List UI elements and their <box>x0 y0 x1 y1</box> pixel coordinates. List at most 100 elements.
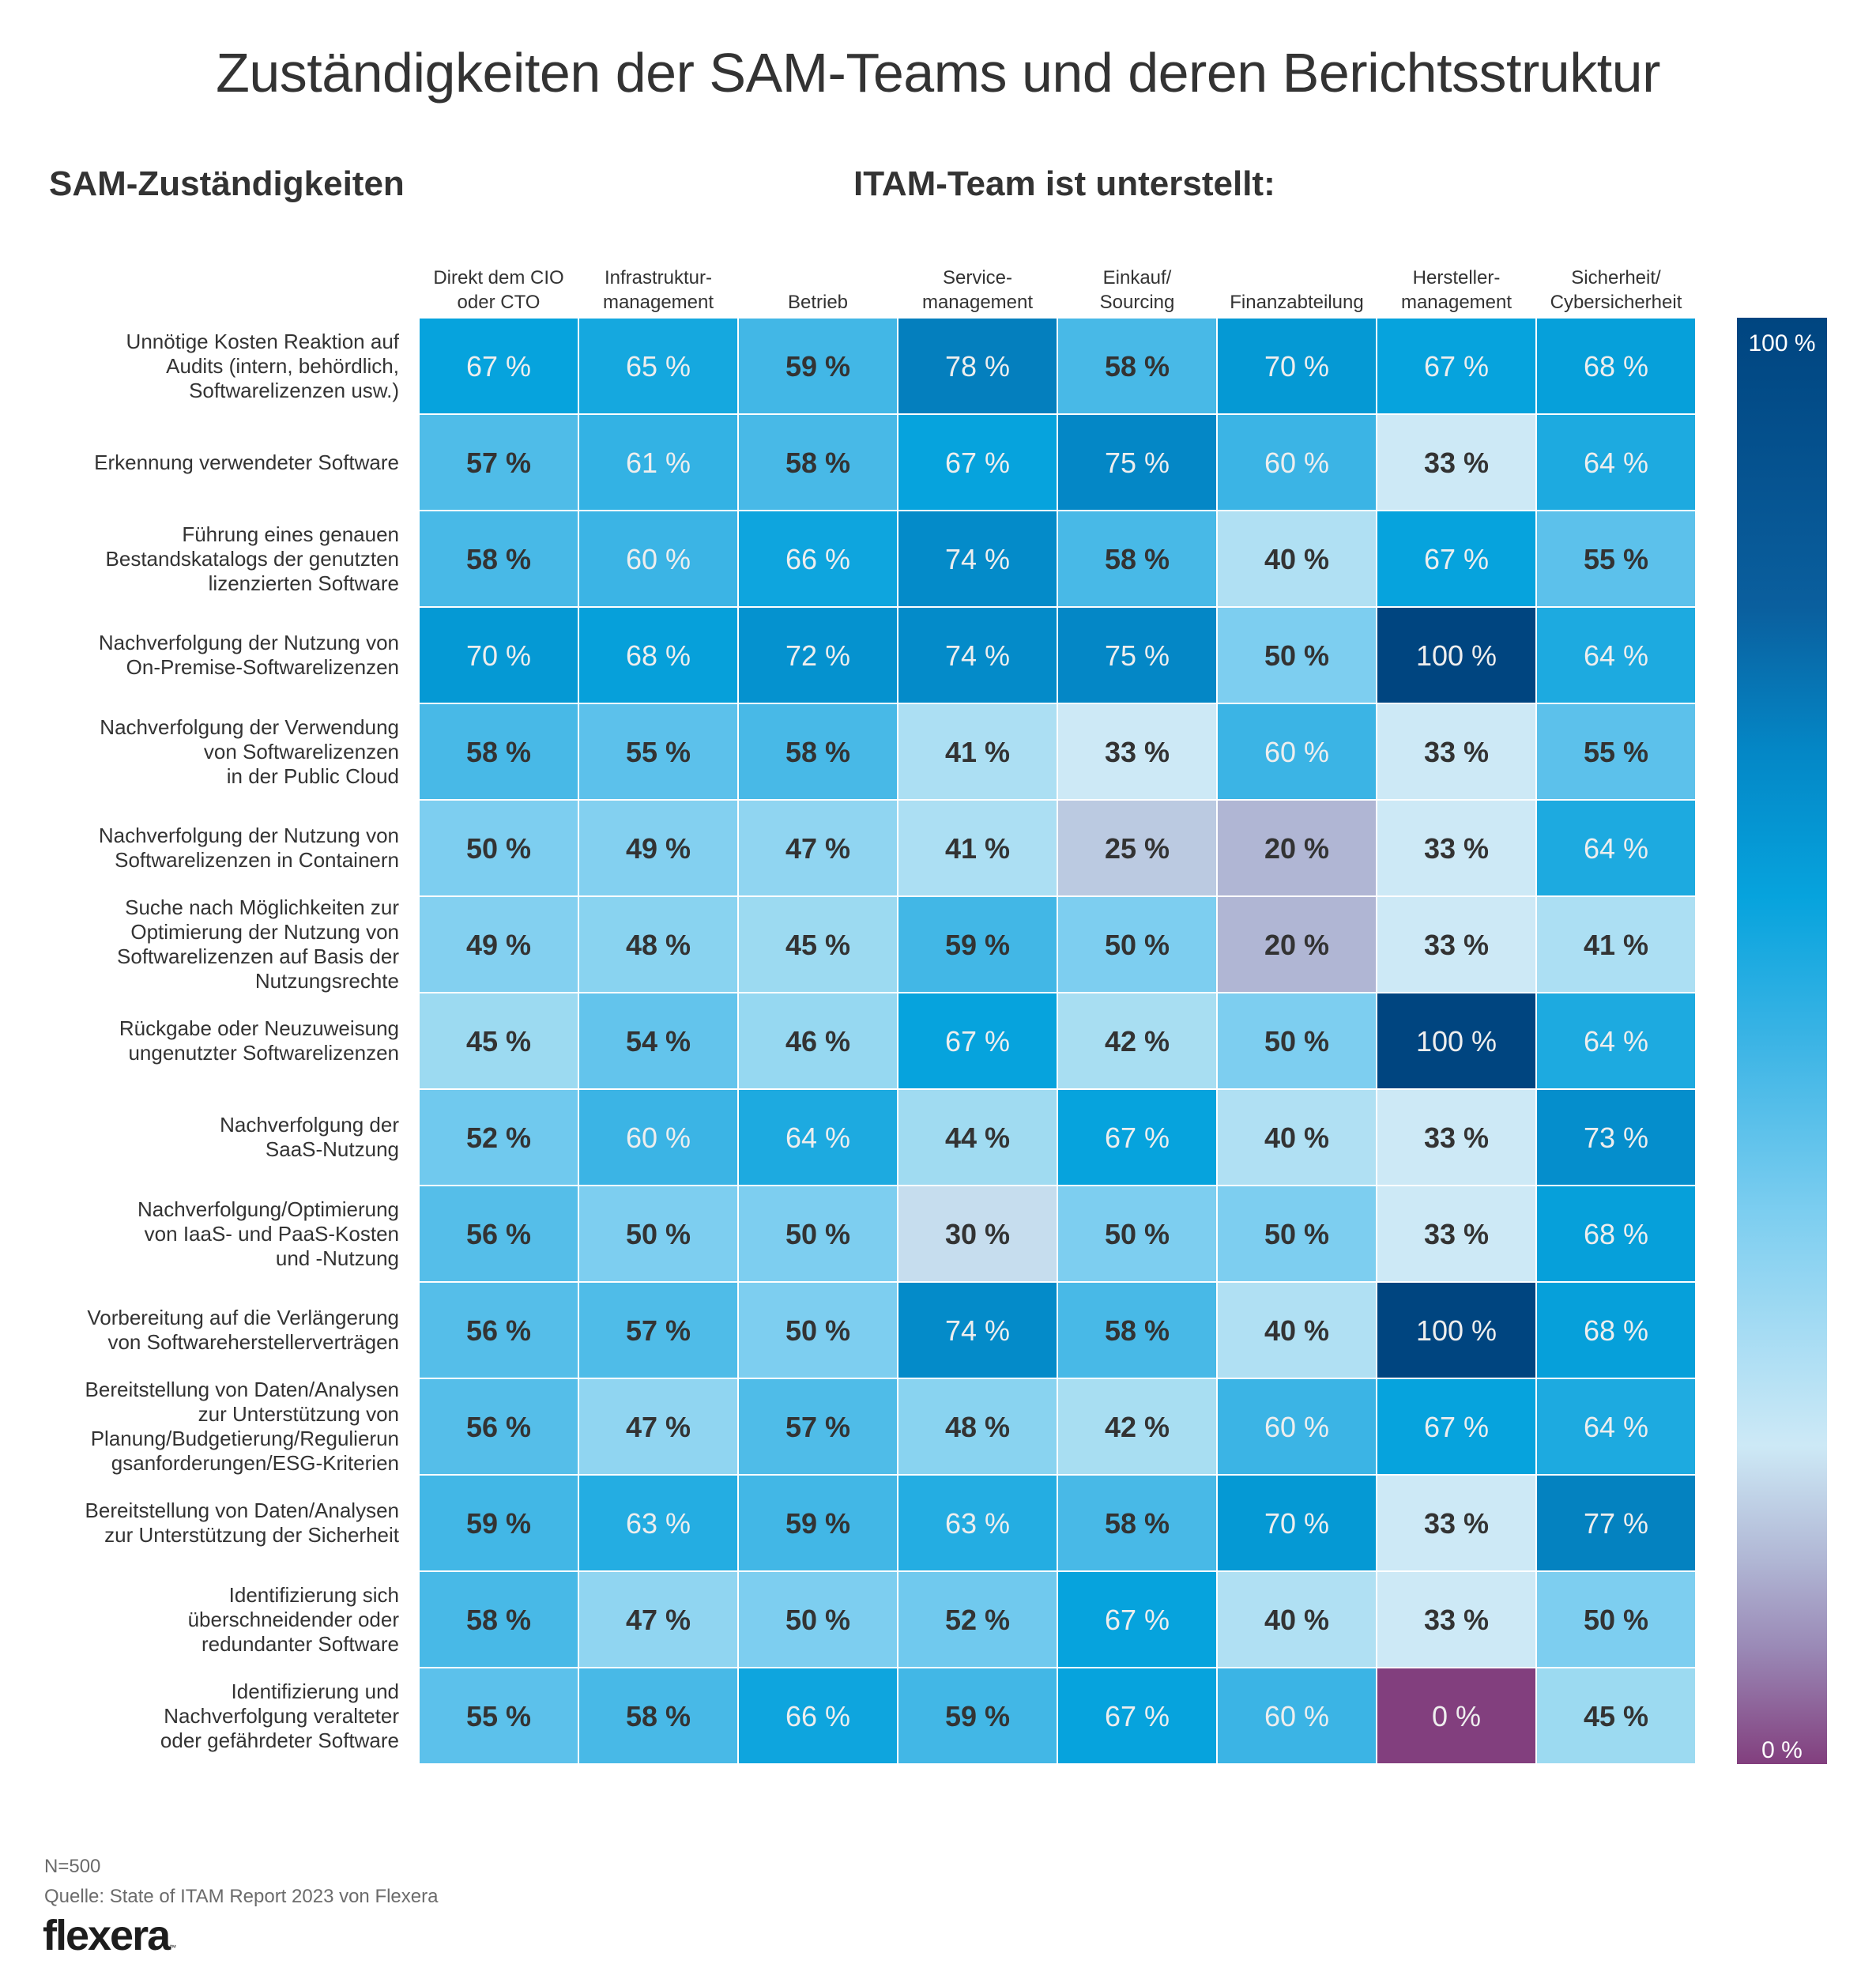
heatmap-cell-label: 67 % <box>1105 1700 1170 1732</box>
heatmap-cell-rect <box>898 1572 1057 1667</box>
heatmap-cell: 40 % <box>1218 1572 1376 1667</box>
heatmap-cell: 50 % <box>420 801 578 895</box>
heatmap-cell-rect <box>420 415 578 510</box>
heatmap-cell-rect <box>898 993 1057 1088</box>
column-header: Betrieb <box>787 292 849 313</box>
heatmap-cell-rect <box>579 801 737 895</box>
heatmap-cell: 77 % <box>1537 1476 1695 1570</box>
heatmap-cell-rect <box>1218 801 1376 895</box>
heatmap-cell-label: 75 % <box>1105 447 1170 479</box>
heatmap-cell-label: 67 % <box>1424 543 1489 575</box>
heatmap-cell-rect <box>579 993 737 1088</box>
heatmap-cell-rect <box>1377 1283 1535 1378</box>
heatmap-cell: 66 % <box>739 1668 897 1763</box>
heatmap-cell-label: 56 % <box>466 1411 531 1443</box>
heatmap-cell: 56 % <box>420 1186 578 1281</box>
heatmap-cell-rect <box>898 511 1057 606</box>
heatmap-cell-label: 44 % <box>945 1122 1010 1154</box>
heatmap-cell: 73 % <box>1537 1090 1695 1185</box>
heatmap-cell-label: 41 % <box>945 832 1010 865</box>
heatmap-cell: 70 % <box>420 608 578 703</box>
heatmap-cell: 100 % <box>1377 608 1535 703</box>
heatmap-cell: 70 % <box>1218 1476 1376 1570</box>
heatmap-cell-rect <box>739 1186 897 1281</box>
heatmap-cell: 41 % <box>898 704 1057 799</box>
heatmap-cell-label: 68 % <box>1584 350 1648 383</box>
heatmap-cell-rect <box>1377 1090 1535 1185</box>
heatmap-cell-label: 74 % <box>945 639 1010 672</box>
heatmap-cell-rect <box>739 319 897 413</box>
heatmap-cell-rect <box>1218 415 1376 510</box>
heatmap-cell: 64 % <box>1537 1379 1695 1474</box>
heatmap-cell-label: 54 % <box>626 1025 691 1057</box>
heatmap-cell-rect <box>1058 1186 1216 1281</box>
heatmap-cell: 67 % <box>898 415 1057 510</box>
heatmap-cell-label: 50 % <box>1264 1025 1329 1057</box>
heatmap-cell: 64 % <box>739 1090 897 1185</box>
heatmap-cell-label: 50 % <box>785 1218 850 1250</box>
column-header: Hersteller- management <box>1400 267 1512 313</box>
heatmap-cell-label: 60 % <box>1264 447 1329 479</box>
heatmap-cell: 58 % <box>1058 1283 1216 1378</box>
heatmap-cell: 25 % <box>1058 801 1216 895</box>
heatmap-cell-label: 33 % <box>1424 1604 1489 1636</box>
heatmap-cell: 40 % <box>1218 511 1376 606</box>
heatmap-cell-label: 50 % <box>785 1604 850 1636</box>
heatmap-cell: 58 % <box>420 704 578 799</box>
heatmap-cell-label: 41 % <box>945 736 1010 768</box>
logo-text: flexera <box>43 1912 171 1959</box>
heatmap-cell-rect <box>1537 1476 1695 1570</box>
heatmap-cell: 63 % <box>898 1476 1057 1570</box>
heatmap-cell: 33 % <box>1058 704 1216 799</box>
heatmap-cell: 46 % <box>739 993 897 1088</box>
heatmap-cell-label: 40 % <box>1264 1122 1329 1154</box>
column-axis-title: ITAM-Team ist unterstellt: <box>853 164 1275 203</box>
heatmap-cell-rect <box>579 1476 737 1570</box>
heatmap-cell-rect <box>1218 1668 1376 1763</box>
heatmap-cell-rect <box>1218 1476 1376 1570</box>
heatmap-cell-label: 70 % <box>1264 350 1329 383</box>
heatmap-cell: 33 % <box>1377 415 1535 510</box>
heatmap-cell: 55 % <box>420 1668 578 1763</box>
heatmap-cell: 50 % <box>1058 897 1216 992</box>
column-header: Sicherheit/ Cybersicherheit <box>1550 267 1682 313</box>
heatmap-cell: 58 % <box>1058 319 1216 413</box>
heatmap-cell-label: 64 % <box>1584 447 1648 479</box>
heatmap-cell-rect <box>1058 1379 1216 1474</box>
heatmap-cell-label: 70 % <box>1264 1507 1329 1540</box>
heatmap-cell-rect <box>420 801 578 895</box>
heatmap-cell: 48 % <box>579 897 737 992</box>
heatmap-cell-rect <box>1218 1572 1376 1667</box>
heatmap-cell-rect <box>1377 1476 1535 1570</box>
column-header: Infrastruktur- management <box>602 267 714 313</box>
heatmap-cell-rect <box>1218 608 1376 703</box>
heatmap-cell-rect <box>739 1668 897 1763</box>
column-header: Finanzabteilung <box>1230 292 1364 313</box>
heatmap-cell-label: 100 % <box>1416 1314 1497 1347</box>
heatmap-cell-rect <box>420 1668 578 1763</box>
heatmap-cell-label: 20 % <box>1264 832 1329 865</box>
color-scale-legend <box>1737 318 1827 1764</box>
heatmap-cell: 67 % <box>1058 1090 1216 1185</box>
heatmap-cell: 49 % <box>420 897 578 992</box>
heatmap-cell-rect <box>420 1572 578 1667</box>
heatmap-cell-rect <box>1537 511 1695 606</box>
heatmap-cell: 50 % <box>1218 608 1376 703</box>
heatmap-cell-rect <box>1377 511 1535 606</box>
heatmap-cell: 72 % <box>739 608 897 703</box>
heatmap-cell-label: 48 % <box>626 929 691 961</box>
heatmap-cell-label: 56 % <box>466 1314 531 1347</box>
heatmap-cell-label: 58 % <box>1105 543 1170 575</box>
legend-max-label: 100 % <box>1748 330 1816 356</box>
heatmap-cell-label: 67 % <box>1105 1122 1170 1154</box>
heatmap-cell-rect <box>579 319 737 413</box>
heatmap-cell-label: 73 % <box>1584 1122 1648 1154</box>
heatmap-cell-label: 59 % <box>785 1507 850 1540</box>
heatmap-cell-rect <box>1058 897 1216 992</box>
heatmap-cell-label: 59 % <box>945 929 1010 961</box>
heatmap-cell: 67 % <box>898 993 1057 1088</box>
heatmap-cell-rect <box>739 608 897 703</box>
heatmap-cell-label: 58 % <box>1105 1507 1170 1540</box>
legend-min-label: 0 % <box>1761 1737 1803 1763</box>
heatmap-cell-rect <box>739 1476 897 1570</box>
